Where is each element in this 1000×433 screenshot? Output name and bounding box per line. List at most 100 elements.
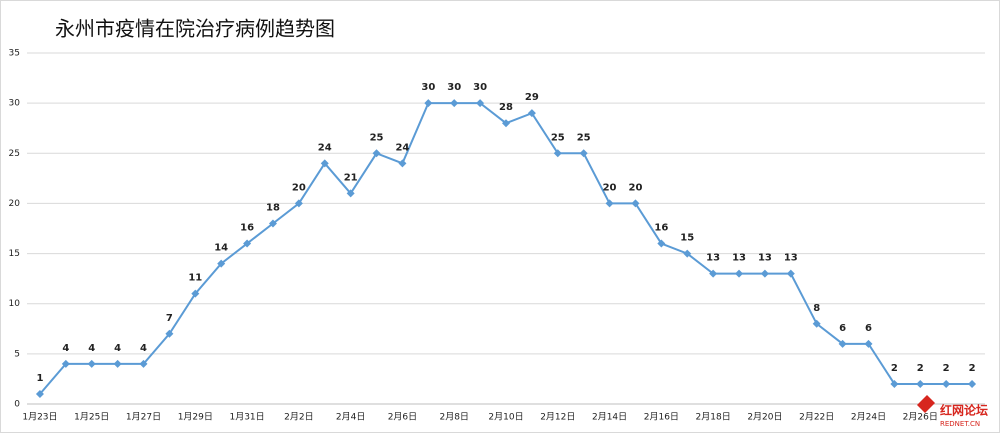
data-point	[968, 379, 977, 388]
value-label: 24	[318, 142, 332, 153]
data-point	[864, 339, 873, 348]
value-label: 4	[62, 343, 69, 354]
data-point	[113, 359, 122, 368]
value-label: 29	[525, 92, 539, 103]
value-label: 20	[292, 182, 306, 193]
value-label: 18	[266, 202, 280, 213]
value-label: 2	[943, 363, 950, 374]
value-label: 13	[784, 253, 798, 264]
data-point	[294, 199, 303, 208]
data-point	[812, 319, 821, 328]
x-tick-label: 1月27日	[126, 412, 161, 423]
x-tick-label: 2月8日	[439, 412, 468, 423]
data-point	[87, 359, 96, 368]
data-point	[786, 269, 795, 278]
watermark-logo	[917, 395, 935, 413]
value-label: 21	[344, 172, 358, 183]
y-tick-label: 5	[14, 349, 20, 359]
data-point	[372, 149, 381, 158]
y-tick-label: 0	[14, 400, 20, 410]
y-tick-label: 25	[9, 149, 20, 159]
value-label: 25	[370, 132, 384, 143]
value-label: 1	[36, 373, 43, 384]
data-point	[268, 219, 277, 228]
data-point	[502, 119, 510, 128]
value-label: 30	[473, 82, 487, 93]
value-label: 20	[603, 182, 617, 193]
value-label: 16	[654, 223, 668, 234]
watermark-sub: REDNET.CN	[940, 420, 980, 428]
x-tick-label: 2月14日	[592, 412, 627, 423]
data-point	[657, 239, 666, 248]
data-point	[683, 249, 692, 258]
value-label: 28	[499, 102, 513, 113]
data-point	[631, 199, 640, 208]
value-label: 24	[395, 142, 409, 153]
data-point	[527, 109, 536, 118]
y-tick-label: 30	[9, 99, 21, 109]
x-tick-label: 2月18日	[696, 412, 731, 423]
x-tick-label: 2月2日	[284, 412, 313, 423]
y-tick-label: 10	[9, 299, 21, 309]
value-label: 14	[214, 243, 228, 254]
value-label: 25	[551, 132, 565, 143]
data-point	[942, 379, 951, 388]
data-point	[243, 239, 252, 248]
value-label: 8	[813, 303, 820, 314]
data-point	[165, 329, 174, 338]
data-point	[320, 159, 329, 168]
x-tick-label: 1月31日	[229, 412, 264, 423]
value-label: 4	[140, 343, 147, 354]
value-label: 13	[706, 253, 720, 264]
data-point	[553, 149, 562, 158]
data-point	[424, 99, 433, 108]
value-label: 2	[969, 363, 976, 374]
value-label: 4	[88, 343, 95, 354]
watermark: 红网论坛 REDNET.CN	[917, 395, 988, 428]
value-label: 30	[447, 82, 461, 93]
watermark-text: 红网论坛	[940, 403, 988, 418]
y-tick-label: 15	[9, 249, 20, 259]
value-label: 2	[891, 363, 898, 374]
data-point	[61, 359, 70, 368]
value-label: 2	[917, 363, 924, 374]
data-point	[346, 189, 355, 198]
data-point	[838, 339, 847, 348]
data-point	[735, 269, 744, 278]
value-label: 13	[732, 253, 746, 264]
data-point	[35, 389, 44, 398]
value-label: 30	[421, 82, 435, 93]
data-point	[916, 379, 925, 388]
x-tick-label: 2月24日	[851, 412, 886, 423]
x-tick-label: 1月25日	[74, 412, 109, 423]
data-point	[398, 159, 407, 168]
value-label: 20	[628, 182, 642, 193]
value-label: 7	[166, 313, 173, 324]
value-label: 6	[839, 323, 846, 334]
y-tick-label: 20	[9, 199, 21, 209]
x-tick-label: 2月12日	[540, 412, 575, 423]
x-tick-label: 1月29日	[178, 412, 213, 423]
data-point	[450, 99, 459, 108]
x-tick-label: 1月23日	[22, 412, 57, 423]
x-tick-label: 2月6日	[388, 412, 417, 423]
data-point	[579, 149, 588, 158]
x-tick-label: 2月20日	[747, 412, 782, 423]
value-label: 4	[114, 343, 121, 354]
x-tick-label: 2月16日	[644, 412, 679, 423]
data-point	[217, 259, 226, 268]
data-point	[605, 199, 614, 208]
value-label: 11	[188, 273, 202, 284]
data-point	[890, 379, 899, 388]
x-tick-label: 2月26日	[903, 412, 938, 423]
chart-title: 永州市疫情在院治疗病例趋势图	[55, 17, 335, 41]
x-tick-label: 2月4日	[336, 412, 365, 423]
data-point	[709, 269, 718, 278]
data-point	[191, 289, 200, 298]
value-label: 15	[680, 233, 694, 244]
data-point	[760, 269, 769, 278]
x-tick-label: 2月22日	[799, 412, 834, 423]
y-tick-label: 35	[9, 49, 20, 59]
